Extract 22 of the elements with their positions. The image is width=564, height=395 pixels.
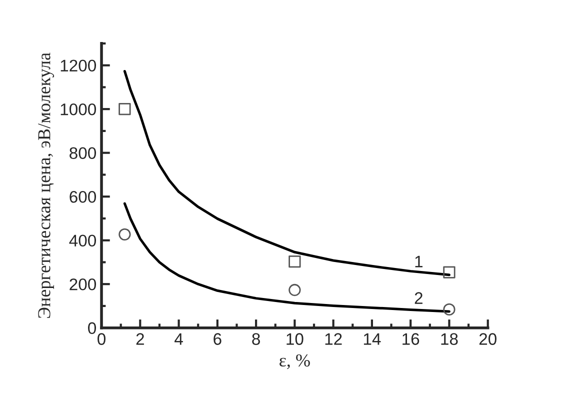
x-tick-label: 20: [479, 333, 496, 345]
x-axis-title: ε, %: [280, 354, 310, 370]
annotation: 2: [414, 292, 422, 304]
y-tick-label: 800: [70, 147, 96, 160]
x-tick-label: 18: [441, 333, 458, 345]
x-tick-label: 0: [98, 333, 106, 345]
annotation: 1: [415, 256, 422, 268]
x-tick-label: 14: [364, 333, 381, 345]
x-tick-label: 4: [174, 333, 183, 345]
y-tick-label: 400: [69, 234, 96, 247]
y-tick-label: 1200: [60, 60, 96, 72]
y-axis-title: Энергетическая цена, эВ/молекула: [38, 52, 54, 318]
y-tick-label: 600: [70, 190, 96, 203]
x-tick-label: 10: [286, 333, 304, 345]
x-tick-label: 8: [252, 333, 260, 345]
x-tick-label: 12: [325, 333, 342, 345]
y-tick-label: 1000: [60, 103, 96, 116]
y-tick-label: 0: [88, 322, 96, 334]
x-tick-label: 6: [214, 333, 222, 345]
y-tick-label: 200: [70, 278, 96, 290]
x-tick-label: 2: [136, 333, 144, 345]
x-tick-label: 16: [402, 333, 420, 345]
